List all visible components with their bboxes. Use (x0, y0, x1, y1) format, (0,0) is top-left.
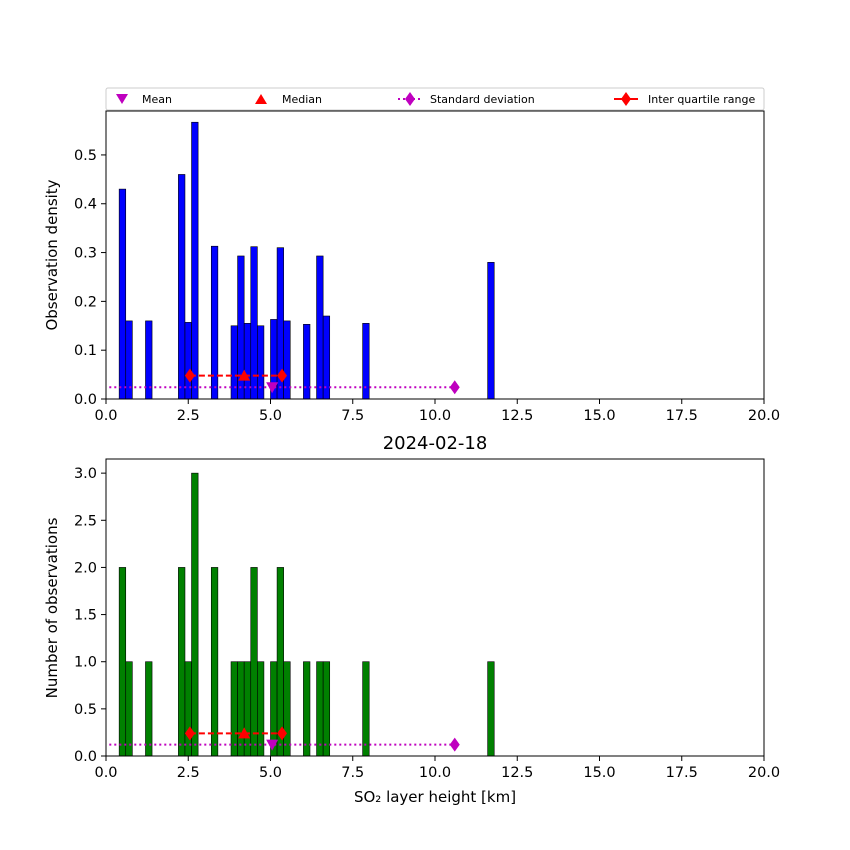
density-x-tick-label-4: 10.0 (419, 408, 451, 424)
density-panel: 0.0 2.5 5.0 7.5 10.0 12.5 15.0 17.5 20.0 0.00.10… (43, 110, 780, 424)
count-y-tick-label-6: 3.0 (74, 466, 97, 482)
density-bar-19 (487, 262, 495, 400)
count-bar-9 (243, 661, 252, 757)
legend-label-inter-quartile-range: Inter quartile range (648, 93, 755, 106)
count-y-tick-label-5: 2.5 (74, 513, 97, 529)
count-bar-4 (184, 661, 192, 757)
count-y-tick-label-0: 0.0 (74, 749, 97, 765)
density-iqr-marker-0 (184, 368, 195, 383)
density-bar-1 (125, 320, 133, 400)
count-bar-5 (191, 472, 199, 757)
count-iqr-marker-1 (277, 726, 288, 741)
density-y-ticks: 0.0 0.1 0.2 0.3 0.4 0.5 (74, 148, 106, 408)
legend-marker-inter-quartile-range (621, 92, 631, 106)
density-y-axis-label: Observation density (43, 179, 61, 330)
count-median-marker (238, 727, 251, 739)
count-bar-6 (210, 567, 219, 757)
legend-marker-median (255, 94, 267, 104)
density-median-marker (238, 369, 251, 381)
density-x-ticks: 0.0 2.5 5.0 7.5 10.0 12.5 15.0 17.5 20.0 (94, 399, 780, 424)
count-x-tick-label-5: 12.5 (501, 765, 533, 781)
density-x-tick-label-7: 17.5 (666, 408, 698, 424)
count-bar-2 (145, 661, 153, 757)
legend-label-mean: Mean (142, 93, 172, 106)
count-x-tick-label-1: 2.5 (177, 765, 200, 781)
count-iqr-marker-0 (184, 726, 195, 741)
count-bar-18 (362, 661, 370, 757)
density-y-tick-label-3: 0.3 (74, 246, 97, 262)
density-mean-marker (266, 382, 279, 394)
density-x-tick-label-5: 12.5 (501, 408, 533, 424)
count-x-ticks: 0.0 2.5 5.0 7.5 10.0 12.5 15.0 17.5 20.0 (94, 756, 780, 781)
count-y-tick-label-1: 0.5 (74, 702, 97, 718)
density-bar-0 (118, 188, 127, 400)
density-x-tick-label-2: 5.0 (259, 408, 282, 424)
legend-marker-mean (116, 94, 128, 104)
density-bar-5 (191, 121, 199, 400)
density-y-tick-label-1: 0.1 (74, 343, 97, 359)
count-y-tick-label-2: 1.0 (74, 655, 97, 671)
density-statistics (109, 368, 460, 395)
density-bar-17 (322, 315, 331, 400)
count-bars (118, 472, 495, 757)
count-bar-3 (178, 567, 186, 757)
count-bar-14 (283, 661, 291, 757)
legend-item-inter-quartile-range: Inter quartile range (614, 92, 755, 106)
legend-frame (105, 87, 765, 111)
count-y-tick-label-4: 2.0 (74, 560, 97, 576)
legend-item-standard-deviation: Standard deviation (398, 92, 535, 106)
count-bar-10 (250, 567, 258, 757)
count-x-tick-label-4: 10.0 (419, 765, 451, 781)
density-bar-3 (178, 174, 186, 400)
density-x-tick-label-3: 7.5 (341, 408, 364, 424)
legend-label-median: Median (282, 93, 322, 106)
density-y-tick-label-5: 0.5 (74, 148, 97, 164)
count-x-tick-label-7: 17.5 (666, 765, 698, 781)
density-iqr-marker-1 (277, 368, 288, 383)
legend-item-median: Median (255, 93, 322, 106)
count-bar-7 (230, 661, 238, 757)
count-x-axis-label: SO₂ layer height [km] (354, 788, 516, 806)
count-mean-marker (266, 739, 279, 751)
count-bar-16 (316, 661, 324, 757)
legend-label-standard-deviation: Standard deviation (430, 93, 535, 106)
density-x-tick-label-6: 15.0 (583, 408, 615, 424)
density-y-tick-label-4: 0.4 (74, 197, 97, 213)
density-y-tick-label-0: 0.0 (74, 392, 97, 408)
count-y-ticks: 0.0 0.5 1.0 1.5 2.0 2.5 3.0 (74, 466, 106, 765)
density-x-tick-label-8: 20.0 (748, 408, 780, 424)
count-bar-0 (118, 567, 127, 757)
count-statistics (109, 726, 460, 752)
count-x-tick-label-0: 0.0 (94, 765, 117, 781)
count-bar-8 (237, 661, 245, 757)
count-std-dev-marker (449, 737, 460, 752)
density-std-dev-marker (449, 380, 460, 395)
density-x-tick-label-1: 2.5 (177, 408, 200, 424)
legend-item-mean: Mean (116, 93, 172, 106)
legend-marker-standard-deviation (405, 92, 415, 106)
count-chart-title: 2024-02-18 (383, 433, 488, 454)
count-x-tick-label-8: 20.0 (748, 765, 780, 781)
count-y-axis-label: Number of observations (43, 517, 61, 698)
count-bar-11 (257, 661, 265, 757)
density-x-tick-label-0: 0.0 (94, 408, 117, 424)
count-x-tick-label-3: 7.5 (341, 765, 364, 781)
count-panel: 2024-02-18 0.0 2.5 5.0 7.5 10.0 12.5 15.0 17.5 2… (43, 433, 780, 806)
count-x-tick-label-6: 15.0 (583, 765, 615, 781)
legend: Mean Median Standard deviation Inter qua… (105, 87, 765, 111)
count-bar-17 (322, 661, 331, 757)
count-y-tick-label-3: 1.5 (74, 608, 97, 624)
density-bar-16 (316, 255, 324, 400)
count-bar-15 (303, 661, 311, 757)
count-bar-1 (125, 661, 133, 757)
count-x-tick-label-2: 5.0 (259, 765, 282, 781)
density-y-tick-label-2: 0.2 (74, 294, 97, 310)
count-bar-19 (487, 661, 495, 757)
